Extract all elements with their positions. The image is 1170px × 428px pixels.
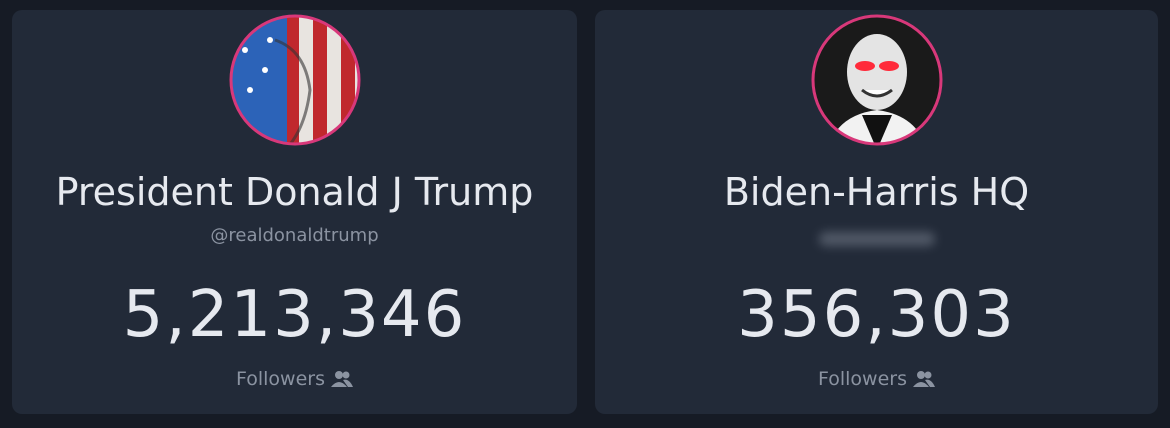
display-name: President Donald J Trump (55, 170, 534, 214)
handle: @realdonaldtrump (210, 225, 379, 246)
followers-label: Followers (595, 368, 1158, 390)
display-name: Biden-Harris HQ (723, 170, 1030, 214)
profile-card: President Donald J Trump @realdonaldtrum… (12, 10, 577, 414)
label-text: Followers (818, 368, 907, 390)
profile-card: Biden-Harris HQ 356,303 Followers (595, 10, 1158, 414)
people-icon (913, 371, 935, 387)
follower-count: 356,303 (737, 278, 1016, 352)
avatar (229, 14, 360, 146)
follower-count: 5,213,346 (122, 278, 467, 352)
avatar (811, 14, 942, 146)
blurred-handle (818, 232, 935, 246)
label-text: Followers (236, 368, 325, 390)
followers-label: Followers (12, 368, 577, 390)
people-icon (331, 371, 353, 387)
